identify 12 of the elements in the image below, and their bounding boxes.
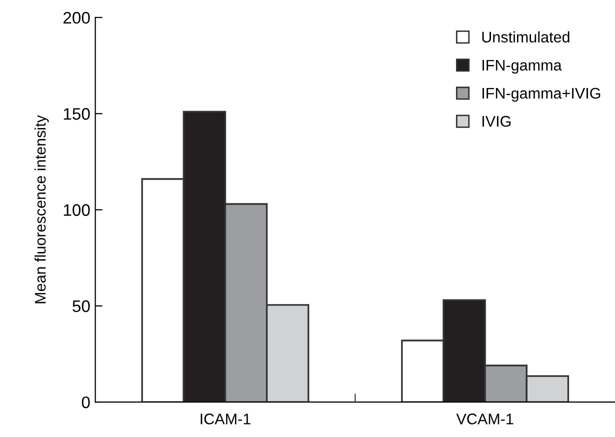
y-tick-label: 200	[64, 12, 90, 24]
x-tick-label: VCAM-1	[456, 414, 514, 424]
legend-label: IVIG	[482, 116, 511, 127]
y-tick-label: 100	[64, 204, 90, 216]
legend-label: IFN-gamma	[482, 60, 562, 74]
y-tick-label: 150	[64, 108, 90, 120]
legend-label: IFN-gamma+IVIG	[482, 88, 600, 102]
x-tick-label: ICAM-1	[200, 414, 250, 424]
y-tick-label: 50	[72, 300, 90, 312]
y-axis-title: Mean fluorescence intensity	[34, 115, 49, 304]
y-tick-label: 0	[82, 396, 90, 408]
legend-label: Unstimulated	[482, 31, 570, 43]
